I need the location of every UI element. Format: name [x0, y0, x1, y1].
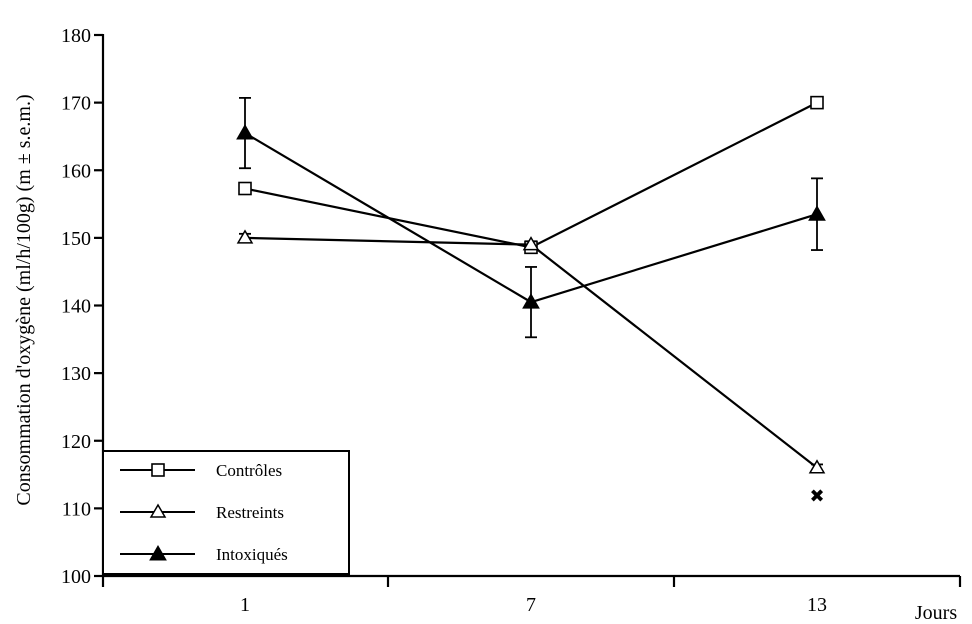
legend-marker [149, 503, 167, 518]
series-1-point [236, 229, 254, 244]
series-0-point [810, 95, 824, 110]
series-0-point [238, 181, 252, 196]
x-tick-label: 1 [240, 594, 250, 616]
x-tick-label: 13 [807, 594, 827, 616]
annotations: ✖ [809, 486, 824, 506]
x-ticks: 1 7 13 [101, 576, 962, 616]
y-tick-label: 130 [61, 363, 91, 385]
legend-label: Contrôles [216, 461, 282, 480]
series-2-point [236, 124, 254, 140]
y-ticks: 100 110 120 130 140 150 160 170 180 [61, 25, 103, 588]
y-tick-label: 120 [61, 431, 91, 453]
legend-label: Intoxiqués [216, 545, 288, 564]
x-axis-title: Jours [915, 602, 957, 624]
legend-marker [149, 544, 167, 561]
series-1-point [522, 236, 540, 251]
legend: Contrôles Restreints Intoxiqués [102, 450, 350, 575]
y-tick-label: 150 [61, 228, 91, 250]
series-group [236, 95, 826, 474]
series-1-point [808, 459, 826, 474]
legend-label: Restreints [216, 503, 284, 522]
x-tick-label: 7 [526, 594, 536, 616]
y-tick-label: 160 [61, 160, 91, 182]
series-0-line [244, 101, 818, 249]
series-2-point [522, 293, 540, 309]
y-axis-title: Consommation d'oxygène (ml/h/100g) (m ± … [13, 94, 35, 505]
y-tick-label: 180 [61, 25, 91, 47]
legend-marker [151, 463, 165, 477]
series-2-point [808, 205, 826, 221]
y-tick-label: 170 [61, 93, 91, 115]
y-tick-label: 110 [62, 498, 91, 520]
y-tick-label: 140 [61, 296, 91, 318]
significance-marker: ✖ [809, 486, 824, 506]
y-tick-label: 100 [61, 566, 91, 588]
